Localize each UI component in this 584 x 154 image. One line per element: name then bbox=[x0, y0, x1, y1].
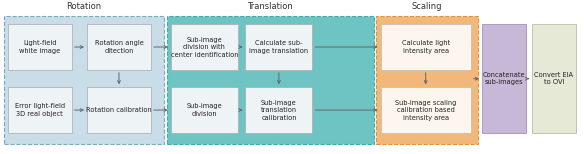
FancyBboxPatch shape bbox=[4, 16, 164, 144]
FancyBboxPatch shape bbox=[532, 24, 576, 133]
Text: Rotation: Rotation bbox=[67, 2, 102, 11]
FancyBboxPatch shape bbox=[381, 87, 471, 133]
FancyBboxPatch shape bbox=[171, 24, 238, 70]
FancyBboxPatch shape bbox=[8, 87, 72, 133]
Text: Translation: Translation bbox=[247, 2, 293, 11]
FancyBboxPatch shape bbox=[482, 24, 526, 133]
FancyBboxPatch shape bbox=[377, 16, 478, 144]
Text: Scaling: Scaling bbox=[412, 2, 443, 11]
Text: Rotation angle
ditection: Rotation angle ditection bbox=[95, 40, 144, 54]
FancyBboxPatch shape bbox=[381, 24, 471, 70]
Text: Error light-field
3D real object: Error light-field 3D real object bbox=[15, 103, 65, 117]
FancyBboxPatch shape bbox=[167, 16, 374, 144]
Text: Sub-image
division: Sub-image division bbox=[186, 103, 222, 117]
FancyBboxPatch shape bbox=[171, 87, 238, 133]
Text: Convert EIA
to OVI: Convert EIA to OVI bbox=[534, 72, 573, 85]
Text: Sub-image
division with
center identification: Sub-image division with center identific… bbox=[171, 37, 238, 58]
Text: Calculate light
intensity area: Calculate light intensity area bbox=[402, 40, 450, 54]
Text: Sub-image scaling
calibration based
intensity area: Sub-image scaling calibration based inte… bbox=[395, 100, 457, 121]
Text: Sub-image
translation
calibration: Sub-image translation calibration bbox=[261, 100, 297, 121]
FancyBboxPatch shape bbox=[245, 24, 312, 70]
Text: Concatenate
sub-images: Concatenate sub-images bbox=[482, 72, 525, 85]
Text: Rotation calibration: Rotation calibration bbox=[86, 107, 152, 113]
Text: Light-field
white image: Light-field white image bbox=[19, 40, 60, 54]
FancyBboxPatch shape bbox=[245, 87, 312, 133]
FancyBboxPatch shape bbox=[87, 87, 151, 133]
Text: Calculate sub-
image translation: Calculate sub- image translation bbox=[249, 40, 308, 54]
FancyBboxPatch shape bbox=[87, 24, 151, 70]
FancyBboxPatch shape bbox=[8, 24, 72, 70]
